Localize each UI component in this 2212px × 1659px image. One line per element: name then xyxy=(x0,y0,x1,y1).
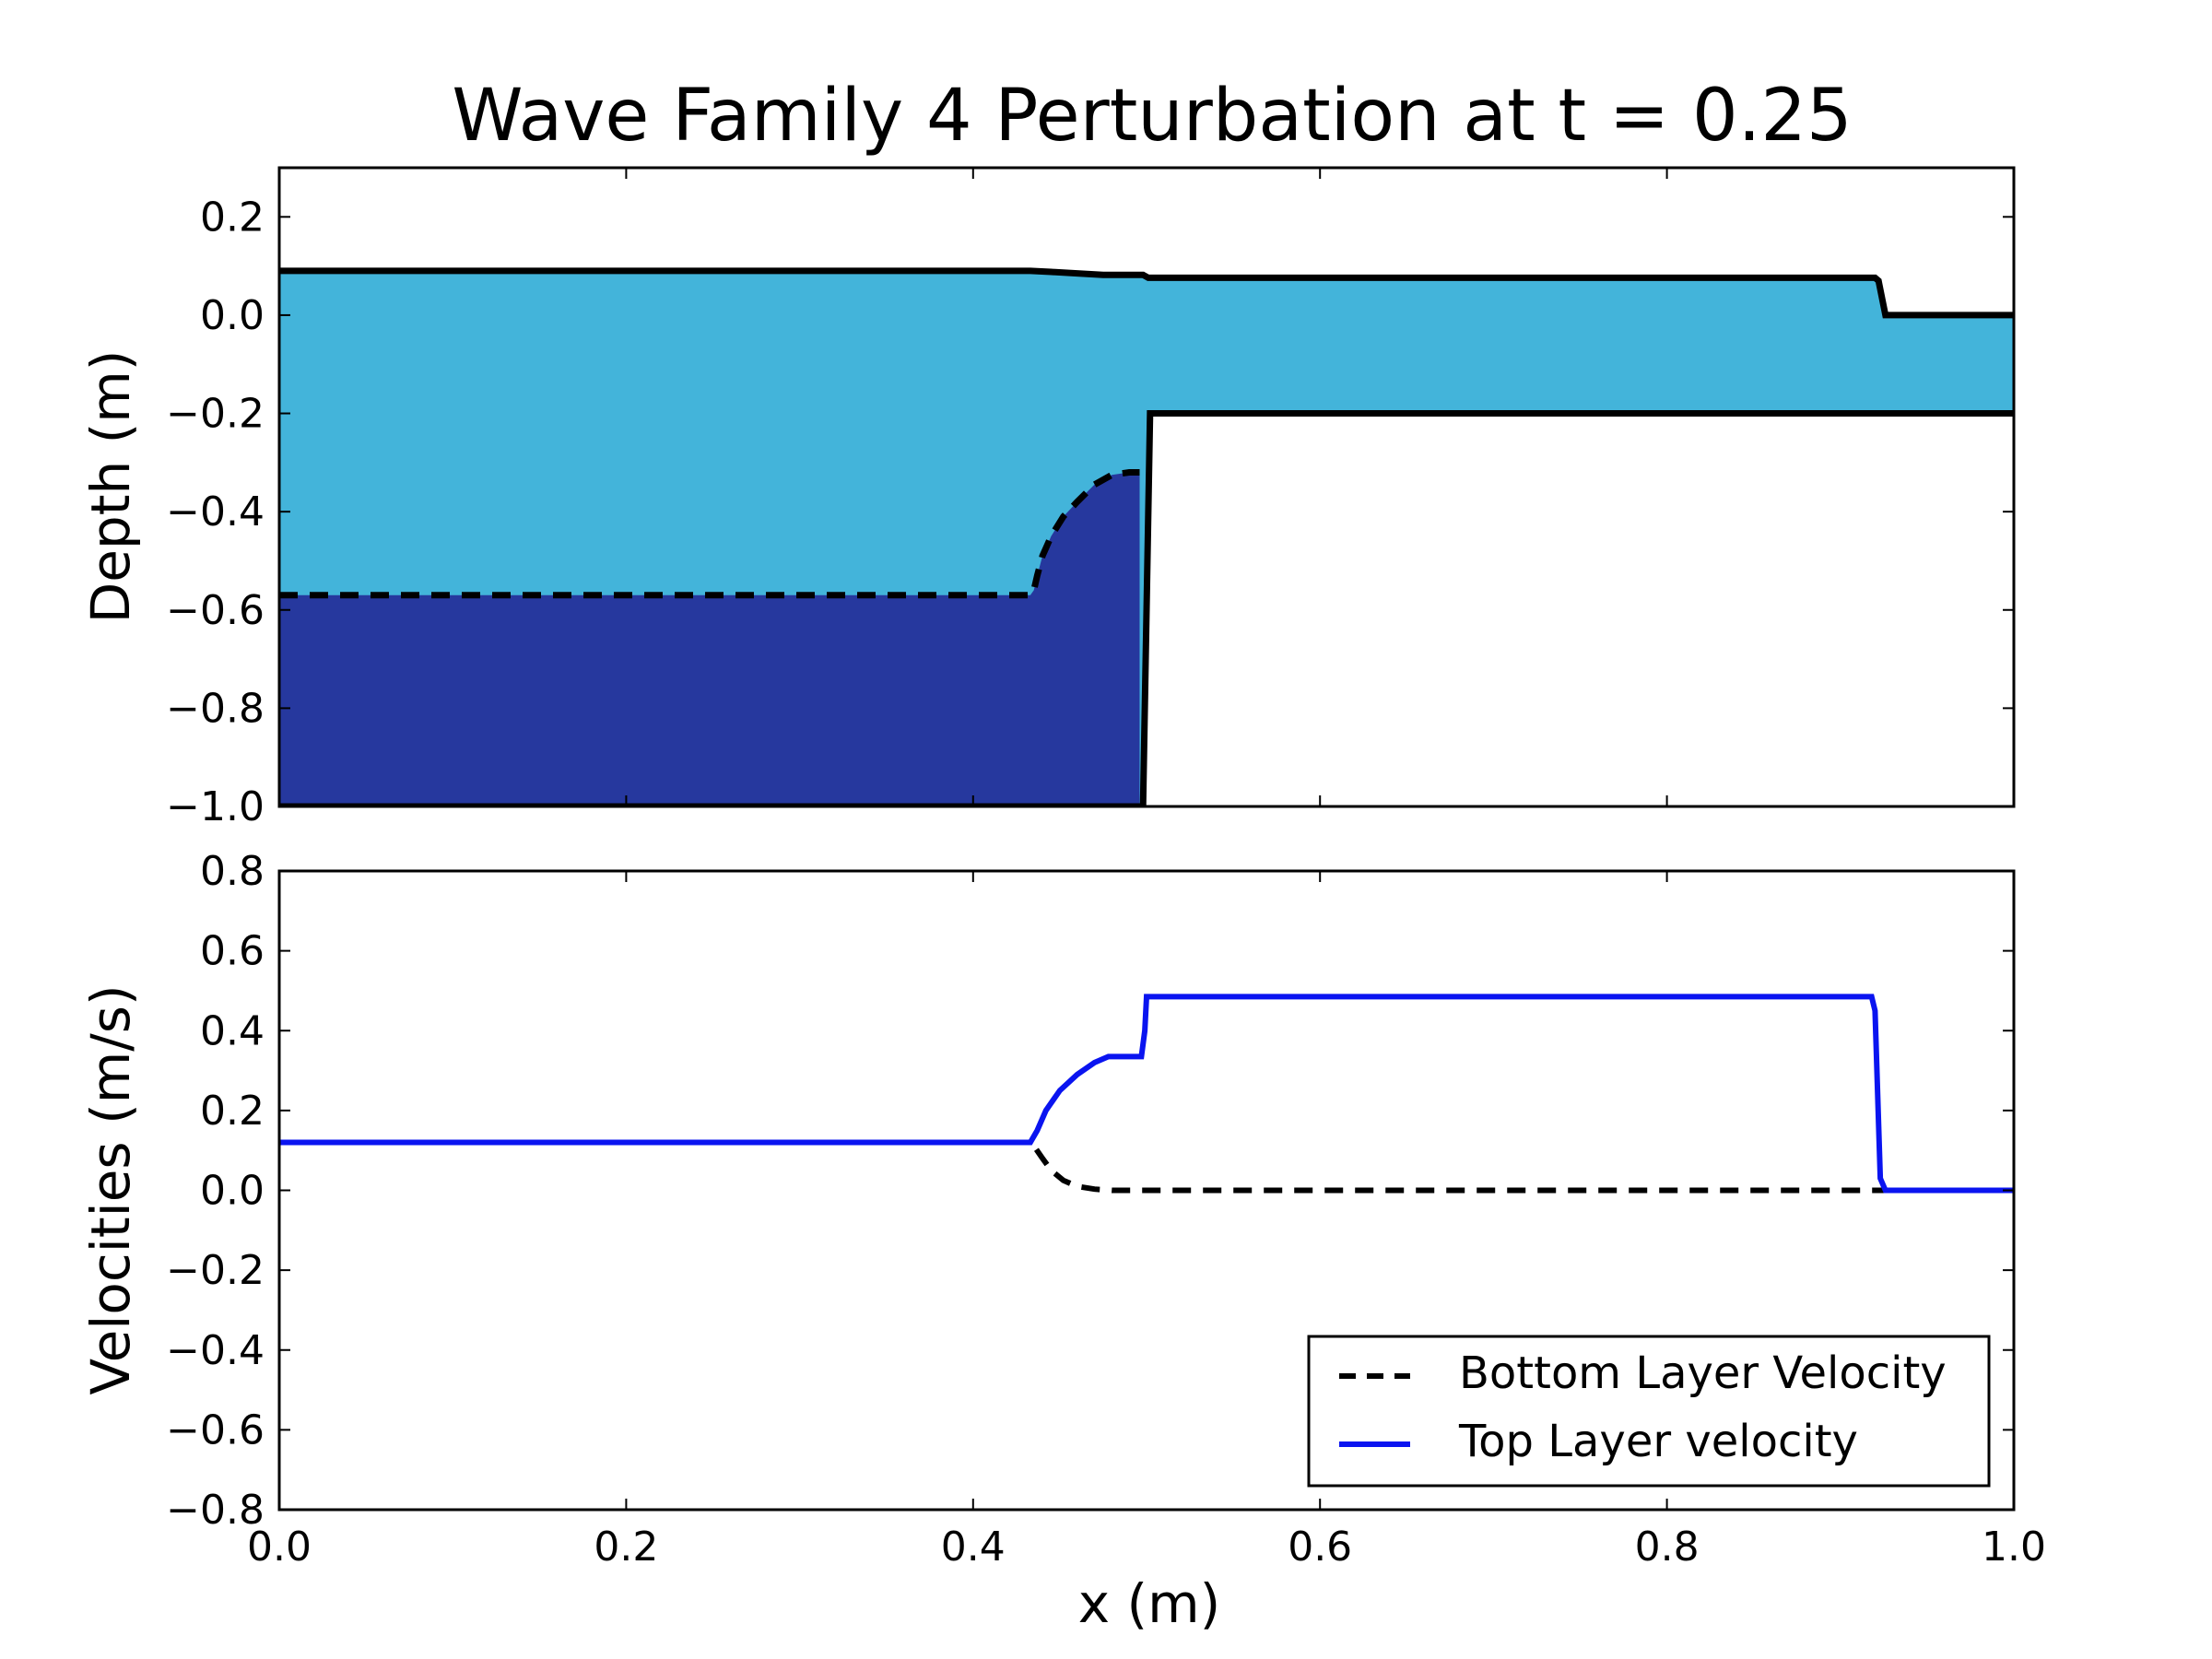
depth-ytick-label: −1.0 xyxy=(166,783,265,830)
velocity-xtick-label: 1.0 xyxy=(1982,1524,2046,1571)
velocity-ytick-label: −0.8 xyxy=(166,1487,265,1534)
velocity-ylabel: Velocities (m/s) xyxy=(79,984,142,1394)
legend: Bottom Layer Velocity Top Layer velocity xyxy=(1307,1335,1991,1488)
velocity-ytick-label: −0.4 xyxy=(166,1327,265,1374)
velocity-ytick-label: −0.6 xyxy=(166,1406,265,1453)
velocity-lines xyxy=(279,994,2014,1194)
legend-box xyxy=(1307,1335,1991,1488)
velocity-ytick-label: 0.2 xyxy=(200,1088,265,1135)
x-axis-label: x (m) xyxy=(1078,1572,1221,1635)
velocity-xtick-label: 0.2 xyxy=(594,1524,658,1571)
internal-interface-line xyxy=(279,469,1140,599)
interface-lines xyxy=(279,267,2014,806)
bottom-velocity-line xyxy=(279,1139,2014,1194)
depth-ytick-label: 0.2 xyxy=(200,194,265,241)
depth-panel: −1.0 −0.8 −0.6 −0.4 −0.2 0.0 0.2 Depth (m) xyxy=(79,166,2016,830)
depth-ytick-label: −0.2 xyxy=(166,391,265,438)
velocity-ticks: −0.8 −0.6 −0.4 −0.2 0.0 0.2 0.4 0.6 0.8 0.0 0.2 0.4… xyxy=(166,848,2046,1571)
top-velocity-line xyxy=(279,994,2014,1194)
depth-ytick-label: −0.6 xyxy=(166,587,265,634)
depth-axes-frame xyxy=(277,166,2016,808)
depth-ticks: −1.0 −0.8 −0.6 −0.4 −0.2 0.0 0.2 xyxy=(166,168,2015,830)
velocity-ytick-label: −0.2 xyxy=(166,1247,265,1294)
legend-label-bottom-velocity: Bottom Layer Velocity xyxy=(1459,1347,1947,1399)
velocity-xtick-label: 0.0 xyxy=(247,1524,312,1571)
figure-title: Wave Family 4 Perturbation at t = 0.25 xyxy=(452,75,1852,158)
velocity-xtick-label: 0.6 xyxy=(1288,1524,1352,1571)
depth-ytick-label: −0.4 xyxy=(166,488,265,535)
legend-label-top-velocity: Top Layer velocity xyxy=(1458,1416,1858,1467)
velocity-ytick-label: 0.8 xyxy=(200,848,265,895)
depth-ytick-label: 0.0 xyxy=(200,292,265,339)
bottom-layer-fill xyxy=(279,472,1140,806)
velocity-ytick-label: 0.4 xyxy=(200,1007,265,1054)
depth-ytick-label: −0.8 xyxy=(166,685,265,732)
depth-ylabel: Depth (m) xyxy=(79,350,142,624)
velocity-ytick-label: 0.6 xyxy=(200,928,265,975)
velocity-xtick-label: 0.4 xyxy=(941,1524,1006,1571)
velocity-xtick-label: 0.8 xyxy=(1635,1524,1700,1571)
surface-line xyxy=(279,267,2014,319)
bathymetry-line xyxy=(279,410,2014,806)
velocity-ytick-label: 0.0 xyxy=(200,1168,265,1215)
velocity-panel: −0.8 −0.6 −0.4 −0.2 0.0 0.2 0.4 0.6 0.8 0.0 0.2 0.4… xyxy=(79,848,2046,1635)
